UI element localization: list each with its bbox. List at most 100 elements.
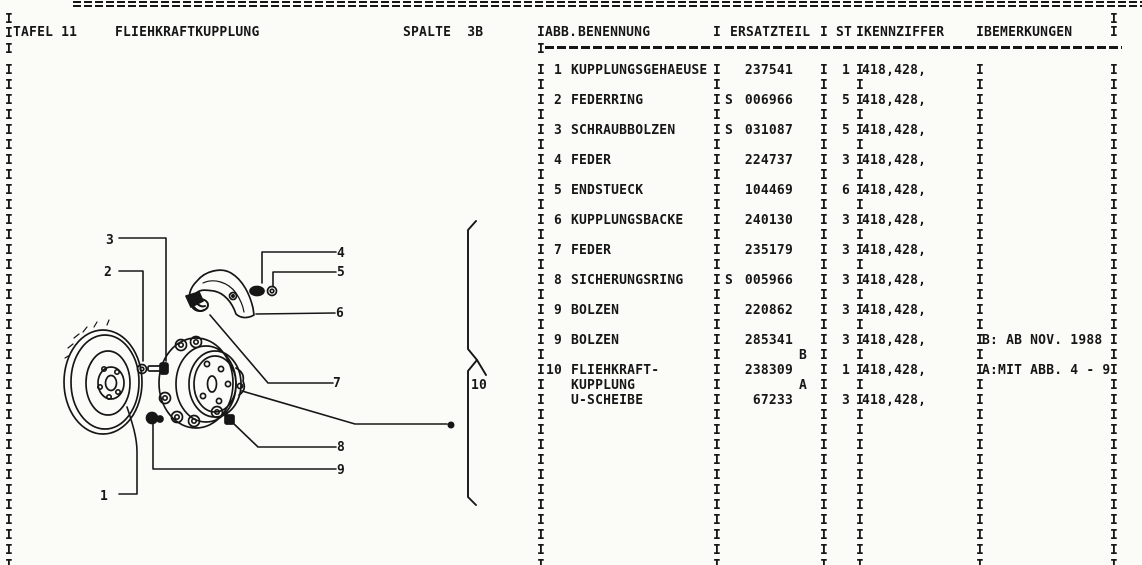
page-border-left: I xyxy=(5,558,13,565)
cell-part-number: 240130 xyxy=(744,213,793,228)
diagram-callout-3: 3 xyxy=(106,233,115,248)
cell-kennziffer: 418,428, xyxy=(862,333,927,348)
cell-part-number: 224737 xyxy=(744,153,793,168)
page-border-left: I xyxy=(5,258,14,273)
table-column-bar: I xyxy=(856,228,865,243)
table-column-bar: I xyxy=(856,363,865,378)
table-column-bar: I xyxy=(976,108,985,123)
table-column-bar: I xyxy=(537,78,546,93)
page-border-left: I xyxy=(5,378,14,393)
table-border-bar: I xyxy=(537,42,546,57)
cell-bemerkung: A:MIT ABB. 4 - 9 xyxy=(982,363,1111,378)
table-column-bar: I xyxy=(713,78,722,93)
cell-kennziffer: 418,428, xyxy=(862,393,927,408)
table-column-bar: I xyxy=(1110,183,1119,198)
table-column-bar: I xyxy=(820,318,829,333)
table-column-bar: I xyxy=(820,333,829,348)
table-column-bar: I xyxy=(856,498,865,513)
table-column-bar: I xyxy=(713,318,722,333)
page-border-left: I xyxy=(5,468,14,483)
table-column-bar: I xyxy=(820,543,829,558)
page-border-left: I xyxy=(5,78,14,93)
page-border-left: I xyxy=(5,543,14,558)
table-column-bar: I xyxy=(976,348,985,363)
table-column-bar: I xyxy=(537,363,546,378)
table-column-bar: I xyxy=(1110,258,1119,273)
cell-kennziffer: 418,428, xyxy=(862,63,927,78)
table-column-bar: I xyxy=(820,228,829,243)
table-header-bar: I xyxy=(856,25,865,40)
table-column-bar: I xyxy=(976,213,985,228)
table-column-bar: I xyxy=(1110,333,1119,348)
page-border-left: I xyxy=(5,108,14,123)
table-column-bar: I xyxy=(976,78,985,93)
page-border-left: I xyxy=(5,423,14,438)
table-column-bar: I xyxy=(537,153,546,168)
cell-part-name: U-SCHEIBE xyxy=(571,393,644,408)
table-column-bar: I xyxy=(537,243,546,258)
table-column-bar: I xyxy=(713,423,722,438)
table-column-bar: I xyxy=(976,273,985,288)
diagram-callout-9: 9 xyxy=(337,463,346,478)
diagram-callout-1: 1 xyxy=(100,489,109,504)
table-column-bar: I xyxy=(856,138,865,153)
page-border-left: I xyxy=(5,198,14,213)
table-column-bar: I xyxy=(537,213,546,228)
cell-item-number: 6 xyxy=(553,213,562,228)
table-column-bar: I xyxy=(856,108,865,123)
table-column-bar: I xyxy=(976,288,985,303)
table-column-bar: I xyxy=(1110,363,1119,378)
cell-part-number: 220862 xyxy=(744,303,793,318)
cell-part-suffix: A xyxy=(799,378,808,393)
col-header-bemerkungen: BEMERKUNGEN xyxy=(984,25,1073,40)
cell-part-number: 006966 xyxy=(744,93,793,108)
table-column-bar: I xyxy=(713,393,722,408)
cell-item-number: 9 xyxy=(553,333,562,348)
page-border-left: I xyxy=(5,363,14,378)
table-column-bar: I xyxy=(976,363,985,378)
table-column-bar: I xyxy=(856,378,865,393)
table-column-bar: I xyxy=(820,243,829,258)
table-column-bar: I xyxy=(820,198,829,213)
table-column-bar: I xyxy=(856,273,865,288)
table-column-bar: I xyxy=(713,408,722,423)
page-border-left: I xyxy=(5,243,14,258)
table-column-bar: I xyxy=(976,393,985,408)
cell-part-name: FEDER xyxy=(571,243,612,258)
page-border-right: I xyxy=(1110,12,1119,27)
table-column-bar: I xyxy=(713,333,722,348)
table-column-bar: I xyxy=(713,123,722,138)
drum-part xyxy=(63,319,143,435)
cell-part-name: FEDER xyxy=(571,153,612,168)
cell-item-number: 5 xyxy=(553,183,562,198)
table-column-bar: I xyxy=(820,168,829,183)
cell-part-name: SCHRAUBBOLZEN xyxy=(571,123,676,138)
table-column-bar: I xyxy=(856,483,865,498)
table-column-bar: I xyxy=(713,243,722,258)
leader-lines xyxy=(118,237,455,495)
table-column-bar: I xyxy=(1110,468,1119,483)
table-column-bar: I xyxy=(976,528,985,543)
table-column-bar: I xyxy=(713,93,722,108)
table-column-bar: I xyxy=(1110,63,1119,78)
cell-item-number: 4 xyxy=(553,153,562,168)
page-border-left: I xyxy=(5,153,14,168)
small-fasteners xyxy=(145,411,235,425)
page-border-left: I xyxy=(5,42,14,57)
diagram-callout-2: 2 xyxy=(104,265,113,280)
table-column-bar: I xyxy=(1110,108,1119,123)
table-column-bar: I xyxy=(1110,198,1119,213)
table-column-bar: I xyxy=(713,543,722,558)
table-column-bar: I xyxy=(976,258,985,273)
diagram-callout-10: 10 xyxy=(471,378,488,393)
cell-part-number: 237541 xyxy=(744,63,793,78)
table-column-bar: I xyxy=(537,468,546,483)
page-border-left: I xyxy=(5,333,14,348)
table-column-bar: I xyxy=(1110,93,1119,108)
page-border-left: I xyxy=(5,408,14,423)
table-column-bar: I xyxy=(537,198,546,213)
table-column-bar: I xyxy=(537,558,545,565)
cell-quantity: 3 xyxy=(841,393,850,408)
page-border-left: I xyxy=(5,318,14,333)
